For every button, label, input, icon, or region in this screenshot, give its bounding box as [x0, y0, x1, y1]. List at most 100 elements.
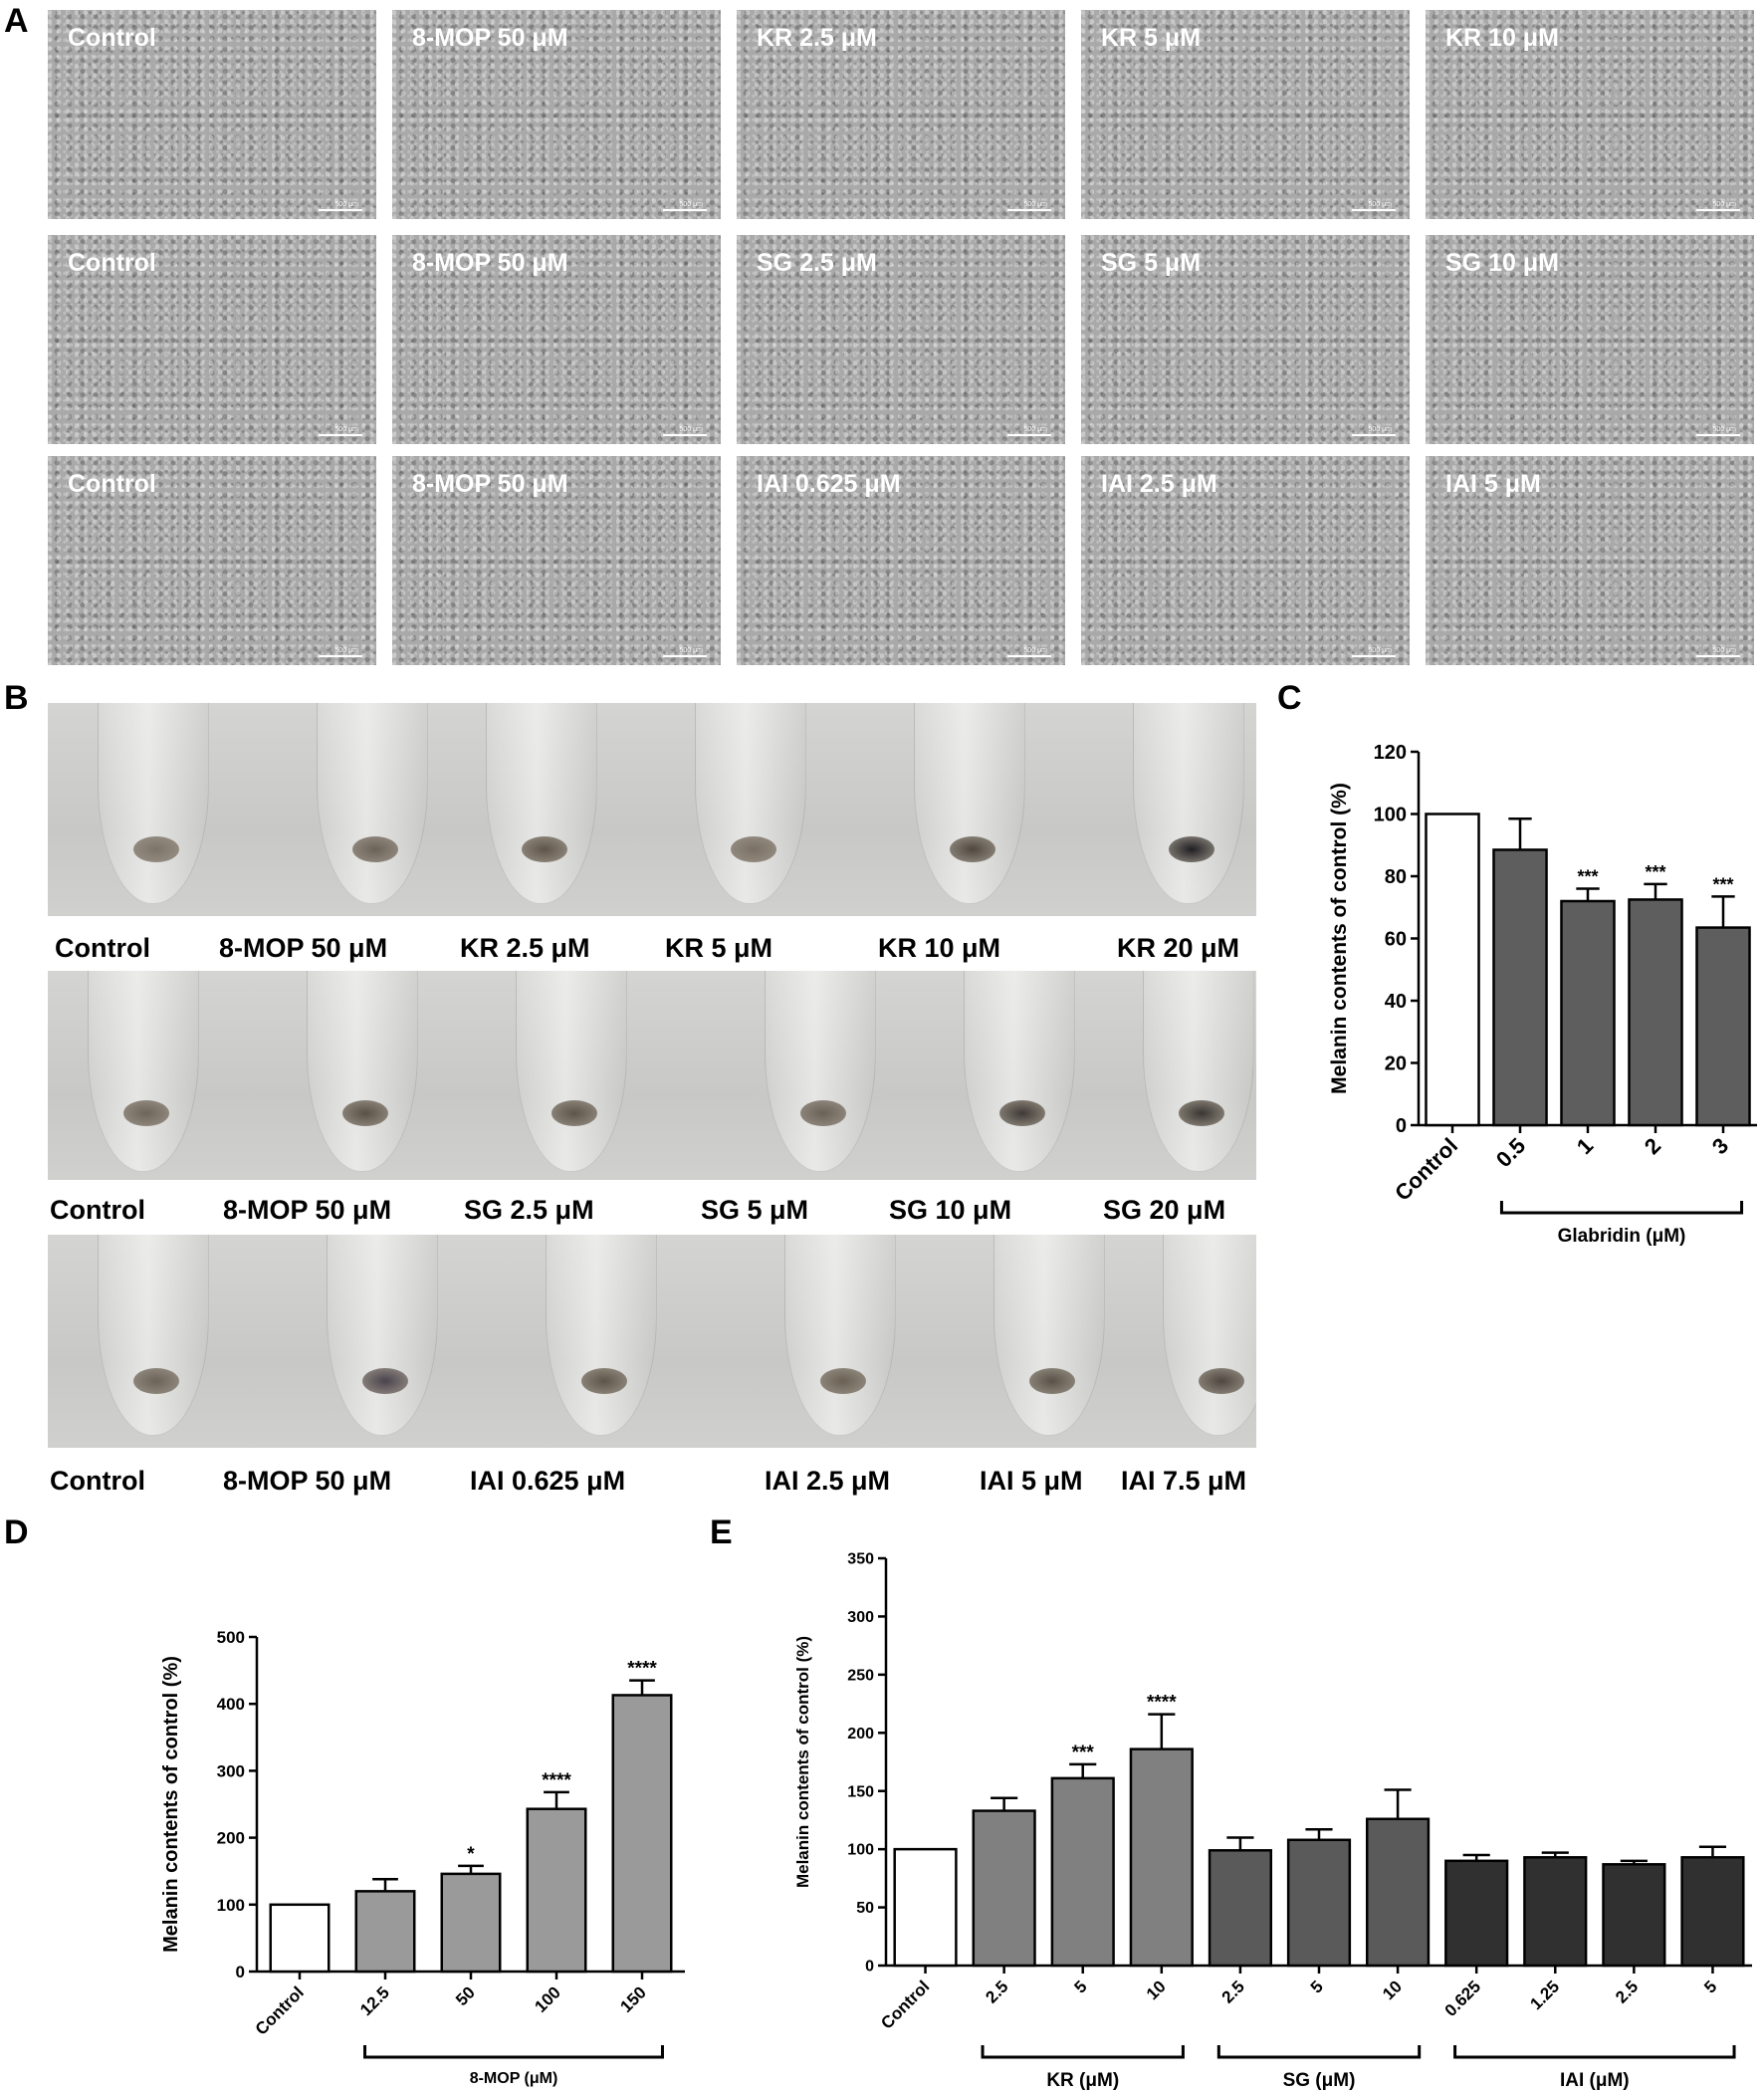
y-tick-label: 200 [847, 1726, 874, 1743]
tube-label: KR 20 μM [1117, 933, 1240, 963]
bar [440, 1872, 502, 1974]
scale-bar-label: 500 μm [1368, 647, 1393, 654]
group-bracket [363, 2045, 664, 2059]
tube-label: IAI 0.625 μM [470, 1466, 626, 1496]
x-tick-label: 3 [1707, 1133, 1733, 1159]
bar [1523, 1856, 1588, 1968]
tube [516, 971, 627, 1172]
y-axis-label: Melanin contents of control (%) [793, 1636, 812, 1888]
micrograph-label: 8-MOP 50 μM [412, 249, 568, 277]
micrograph-tile: 8-MOP 50 μM 500 μm [392, 235, 721, 444]
scale-bar [663, 209, 707, 211]
bar [972, 1809, 1036, 1968]
scale-bar-label: 500 μm [1368, 201, 1393, 208]
scale-bar [663, 655, 707, 657]
scale-bar [1696, 209, 1740, 211]
scale-bar-label: 500 μm [679, 426, 704, 433]
x-tick-label: 0.625 [1441, 1977, 1485, 2020]
scale-bar-label: 500 μm [334, 647, 359, 654]
y-tick-label: 20 [1385, 1053, 1407, 1075]
cell-pellet [133, 1368, 179, 1394]
group-bracket [1216, 2045, 1422, 2059]
tube-label: SG 20 μM [1103, 1195, 1226, 1225]
micrograph-tile: KR 10 μM 500 μm [1426, 10, 1754, 219]
scale-bar [1696, 655, 1740, 657]
micrograph-label: 8-MOP 50 μM [412, 470, 568, 498]
tube-label: KR 5 μM [665, 933, 773, 963]
y-tick-label: 200 [217, 1829, 245, 1848]
x-tick-label: 5 [1071, 1977, 1091, 1996]
tube-label: SG 10 μM [889, 1195, 1012, 1225]
scale-bar-label: 500 μm [1023, 201, 1048, 208]
tube [695, 703, 806, 904]
tube [765, 971, 876, 1172]
tube-label: 8-MOP 50 μM [219, 933, 388, 963]
tube [327, 1235, 438, 1436]
y-tick-label: 0 [865, 1959, 874, 1976]
group-bracket [981, 2045, 1185, 2059]
scale-bar [1352, 434, 1396, 436]
scale-bar-label: 500 μm [334, 201, 359, 208]
x-tick-label: 2.5 [1218, 1977, 1248, 2006]
scale-bar [319, 434, 362, 436]
scale-bar [1352, 209, 1396, 211]
cell-pellet [133, 836, 179, 862]
micrograph-label: Control [68, 249, 156, 277]
y-tick-label: 100 [217, 1896, 245, 1915]
micrograph-label: Control [68, 24, 156, 52]
micrograph-label: Control [68, 470, 156, 498]
bar [354, 1890, 416, 1974]
panel-letter-c: C [1277, 679, 1302, 717]
tube [993, 1235, 1105, 1436]
scale-bar-label: 500 μm [334, 426, 359, 433]
x-tick-label: 2.5 [1612, 1977, 1642, 2006]
significance-label: **** [1147, 1693, 1177, 1714]
x-tick-label: 12.5 [356, 1982, 393, 2019]
bar [1365, 1817, 1431, 1968]
tube [88, 971, 199, 1172]
micrograph-tile: Control 500 μm [48, 10, 376, 219]
x-tick-label: 5 [1307, 1977, 1327, 1996]
micrograph-tile: IAI 5 μM 500 μm [1426, 456, 1754, 665]
cell-pellet [1199, 1368, 1244, 1394]
y-tick-label: 150 [847, 1783, 874, 1800]
tube-label: Control [50, 1466, 145, 1496]
y-axis-label: Melanin contents of control (%) [160, 1656, 182, 1953]
bar [1492, 848, 1548, 1127]
micrograph-label: 8-MOP 50 μM [412, 24, 568, 52]
micrograph-tile: 8-MOP 50 μM 500 μm [392, 456, 721, 665]
x-tick-label: 150 [616, 1982, 649, 2015]
tube-photo-strip [48, 703, 1256, 916]
significance-label: *** [1072, 1743, 1095, 1763]
bar [1425, 813, 1480, 1127]
tube [486, 703, 597, 904]
x-tick-label: 10 [1379, 1977, 1406, 2003]
bar [611, 1694, 673, 1974]
significance-label: * [467, 1844, 475, 1865]
tube-label: IAI 5 μM [980, 1466, 1083, 1496]
tube-label: Control [55, 933, 150, 963]
y-tick-label: 80 [1385, 866, 1407, 888]
x-tick-label: 2 [1640, 1133, 1665, 1159]
tube [307, 971, 418, 1172]
y-axis-label: Melanin contents of control (%) [1328, 783, 1351, 1094]
group-bracket [1453, 2045, 1736, 2059]
cell-pellet [950, 836, 995, 862]
micrograph-tile: IAI 0.625 μM 500 μm [737, 456, 1065, 665]
scale-bar-label: 500 μm [1368, 426, 1393, 433]
scale-bar [663, 434, 707, 436]
group-label: KR (μM) [1046, 2070, 1119, 2091]
bar [1050, 1776, 1115, 1968]
micrograph-tile: Control 500 μm [48, 235, 376, 444]
y-tick-label: 60 [1385, 929, 1407, 951]
group-label: Glabridin (μM) [1558, 1226, 1686, 1247]
bar [1602, 1863, 1666, 1968]
cell-pellet [581, 1368, 627, 1394]
micrograph-tile: SG 2.5 μM 500 μm [737, 235, 1065, 444]
panel-letter-d: D [4, 1513, 29, 1551]
bar [1695, 926, 1751, 1127]
micrograph-tile: 8-MOP 50 μM 500 μm [392, 10, 721, 219]
bar [1286, 1838, 1352, 1968]
y-tick-label: 40 [1385, 991, 1407, 1013]
significance-label: **** [542, 1770, 571, 1791]
